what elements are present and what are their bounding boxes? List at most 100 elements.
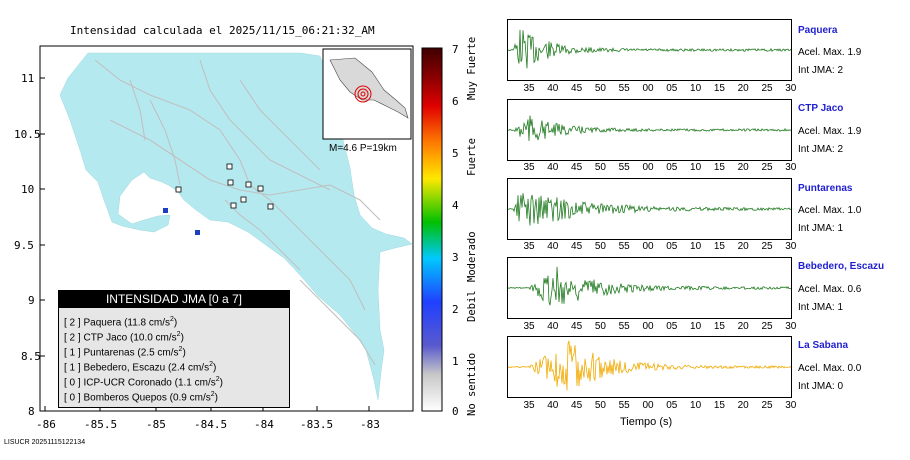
colorbar-tick: 6 bbox=[452, 95, 459, 108]
station-jma: Int JMA: 2 bbox=[798, 144, 844, 155]
station-name: Bebedero, Escazu bbox=[798, 261, 885, 272]
colorbar-tick: 7 bbox=[452, 43, 459, 56]
station-acceleration: Acel. Max. 1.9 bbox=[798, 126, 862, 137]
legend-row: [ 2 ] CTP Jaco (10.0 cm/s2) bbox=[64, 331, 184, 344]
time-tick: 50 bbox=[594, 241, 606, 252]
time-tick: 10 bbox=[690, 241, 702, 252]
colorbar-tick: 0 bbox=[452, 405, 459, 418]
time-tick: 50 bbox=[594, 83, 606, 94]
time-tick: 00 bbox=[642, 321, 654, 332]
station-acceleration: Acel. Max. 1.0 bbox=[798, 205, 862, 216]
time-tick: 05 bbox=[666, 400, 678, 411]
legend-row: [ 1 ] Puntarenas (2.5 cm/s2) bbox=[64, 346, 186, 359]
waveform-line bbox=[507, 193, 792, 226]
time-ticks: 35 40 45 50 55 00 05 10 15 20 25 30 bbox=[507, 321, 797, 333]
waveform bbox=[507, 29, 792, 69]
time-ticks: 35 40 45 50 55 00 05 10 15 20 25 30 bbox=[507, 162, 797, 174]
waveform bbox=[507, 115, 792, 142]
y-tick: 8 bbox=[28, 405, 35, 418]
trace-panel bbox=[507, 257, 792, 319]
time-tick: 20 bbox=[737, 400, 749, 411]
station-acceleration: Acel. Max. 0.0 bbox=[798, 363, 862, 374]
map-y-ticks bbox=[40, 77, 45, 412]
colorbar-tick: 5 bbox=[452, 147, 459, 160]
station-jma: Int JMA: 2 bbox=[798, 65, 844, 76]
time-tick: 35 bbox=[523, 321, 535, 332]
y-tick: 10.5 bbox=[14, 128, 41, 141]
colorbar-label: Debil bbox=[466, 290, 478, 322]
colorbar-tick: 3 bbox=[452, 251, 459, 264]
time-tick: 20 bbox=[737, 83, 749, 94]
x-tick: -83.5 bbox=[300, 418, 334, 431]
time-tick: 55 bbox=[618, 83, 630, 94]
waveform bbox=[507, 266, 792, 306]
time-tick: 35 bbox=[523, 83, 535, 94]
time-tick: 30 bbox=[785, 400, 797, 411]
time-ticks: 35 40 45 50 55 00 05 10 15 20 25 30 bbox=[507, 241, 797, 253]
colorbar-label: Muy Fuerte bbox=[466, 36, 478, 100]
time-tick: 15 bbox=[713, 400, 725, 411]
time-tick: 20 bbox=[737, 162, 749, 173]
x-tick: -85.5 bbox=[84, 418, 118, 431]
trace-panel bbox=[507, 19, 792, 81]
station-name: Paquera bbox=[798, 25, 838, 36]
waveform-line bbox=[507, 29, 792, 69]
y-tick: 11 bbox=[21, 72, 35, 85]
time-tick: 25 bbox=[761, 400, 773, 411]
time-tick: 40 bbox=[547, 321, 559, 332]
waveform-line bbox=[507, 266, 792, 306]
colorbar-label: Fuerte bbox=[466, 138, 478, 176]
time-tick: 40 bbox=[547, 83, 559, 94]
time-tick: 45 bbox=[571, 241, 583, 252]
intensity-legend: INTENSIDAD JMA [0 a 7] [ 2 ] Paquera (11… bbox=[58, 290, 290, 408]
time-tick: 45 bbox=[571, 400, 583, 411]
time-ticks: 35 40 45 50 55 00 05 10 15 20 25 30 bbox=[507, 83, 797, 95]
time-tick: 55 bbox=[618, 400, 630, 411]
map-title: Intensidad calculada el 2025/11/15_06:21… bbox=[70, 24, 375, 37]
trace-panel bbox=[507, 178, 792, 240]
time-tick: 30 bbox=[785, 241, 797, 252]
time-tick: 50 bbox=[594, 400, 606, 411]
time-tick: 00 bbox=[642, 400, 654, 411]
time-tick: 25 bbox=[761, 83, 773, 94]
station-jma: Int JMA: 1 bbox=[798, 223, 844, 234]
station-marker-blue bbox=[163, 208, 168, 213]
time-tick: 10 bbox=[690, 162, 702, 173]
time-tick: 50 bbox=[594, 162, 606, 173]
x-tick: -84.5 bbox=[194, 418, 228, 431]
station-name: La Sabana bbox=[798, 340, 849, 351]
time-tick: 55 bbox=[618, 162, 630, 173]
y-tick: 9 bbox=[28, 294, 35, 307]
time-tick: 10 bbox=[690, 321, 702, 332]
time-tick: 40 bbox=[547, 241, 559, 252]
time-tick: 20 bbox=[737, 321, 749, 332]
colorbar bbox=[421, 47, 443, 412]
time-tick: 00 bbox=[642, 83, 654, 94]
waveform-line bbox=[507, 340, 792, 391]
station-acceleration: Acel. Max. 0.6 bbox=[798, 284, 862, 295]
time-tick: 05 bbox=[666, 241, 678, 252]
station-name: Puntarenas bbox=[798, 183, 853, 194]
waveform bbox=[507, 193, 792, 226]
time-tick: 15 bbox=[713, 162, 725, 173]
legend-row: [ 1 ] Bebedero, Escazu (2.4 cm/s2) bbox=[64, 361, 217, 374]
y-tick: 8.5 bbox=[21, 350, 41, 363]
trace-panel bbox=[507, 99, 792, 161]
legend-header: INTENSIDAD JMA [0 a 7] bbox=[59, 291, 289, 308]
footer-id: LISUCR 20251115122134 bbox=[4, 439, 86, 446]
time-tick: 50 bbox=[594, 321, 606, 332]
land-mass bbox=[59, 52, 413, 401]
time-tick: 10 bbox=[690, 400, 702, 411]
time-tick: 15 bbox=[713, 241, 725, 252]
waveform bbox=[507, 340, 792, 391]
time-tick: 35 bbox=[523, 400, 535, 411]
x-tick: -84 bbox=[254, 418, 274, 431]
time-tick: 40 bbox=[547, 162, 559, 173]
colorbar-tick: 2 bbox=[452, 303, 459, 316]
inset-label: M=4.6 P=19km bbox=[329, 143, 397, 154]
time-tick: 55 bbox=[618, 241, 630, 252]
station-jma: Int JMA: 1 bbox=[798, 302, 844, 313]
y-tick: 9.5 bbox=[14, 239, 34, 252]
time-tick: 35 bbox=[523, 241, 535, 252]
time-tick: 00 bbox=[642, 241, 654, 252]
